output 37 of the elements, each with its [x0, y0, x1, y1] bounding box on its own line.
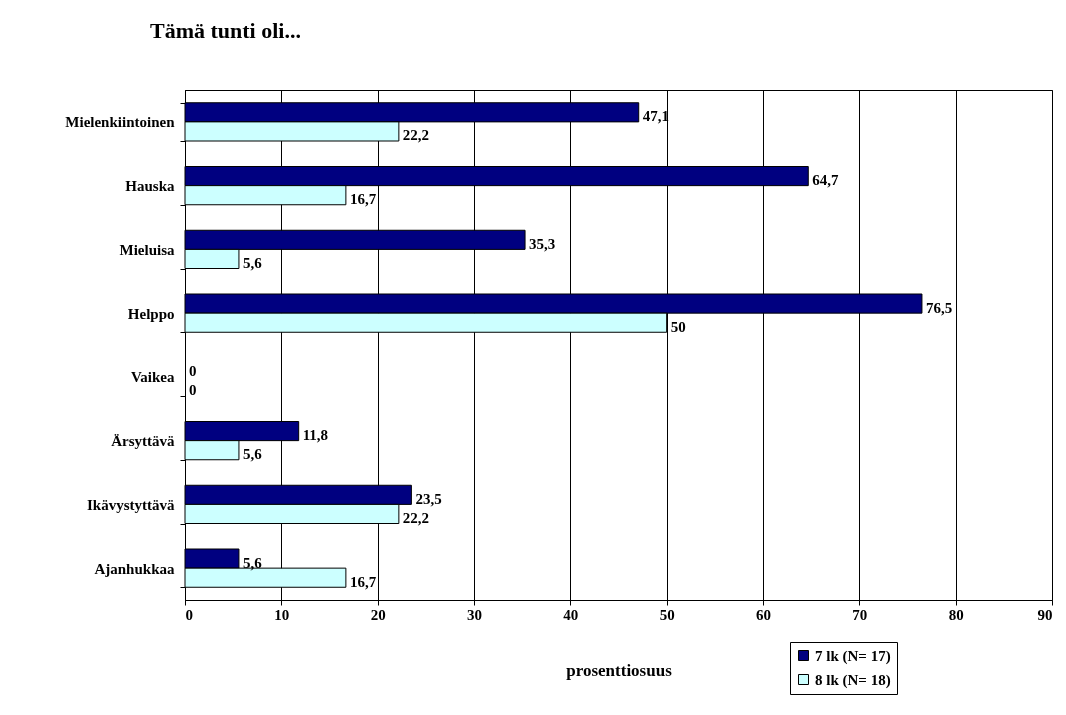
data-label: 35,3 [529, 235, 556, 252]
y-tick-label: Vaikea [130, 369, 175, 386]
data-label: 76,5 [925, 299, 953, 316]
data-label: 16,7 [349, 191, 377, 208]
data-label: 5,6 [242, 254, 263, 271]
y-tick-label: Hauska [125, 178, 175, 195]
y-tick-label: Ikävystyttävä [86, 496, 175, 513]
x-tick-label: 50 [659, 606, 675, 623]
data-label: 0 [189, 382, 197, 399]
data-label: 0 [189, 363, 197, 380]
data-label: 16,7 [349, 573, 377, 590]
x-axis-title: prosenttiosuus [566, 660, 673, 680]
x-tick-label: 10 [274, 606, 290, 623]
data-label: 64,7 [812, 172, 840, 189]
y-tick-label: Mielenkiintoinen [65, 114, 176, 131]
data-label: 11,8 [302, 427, 329, 444]
y-tick-label: Mieluisa [119, 241, 175, 258]
x-tick-label: 20 [370, 606, 386, 623]
data-label: 22,2 [402, 127, 430, 144]
data-label: 23,5 [415, 490, 442, 507]
y-tick-label: Ajanhukkaa [94, 560, 175, 577]
x-tick-label: 30 [467, 606, 482, 623]
legend-label: 8 lk (N= 18) [815, 671, 891, 689]
data-label: 5,6 [242, 446, 263, 463]
x-tick-label: 80 [948, 606, 964, 623]
data-label: 5,6 [242, 554, 263, 571]
x-tick-label: 40 [563, 606, 579, 623]
legend-label: 7 lk (N= 17) [815, 647, 891, 665]
x-tick-label: 60 [756, 606, 771, 623]
data-label: 50 [670, 318, 686, 335]
data-label: 22,2 [402, 509, 430, 526]
chart-title: Tämä tunti oli... [150, 18, 301, 43]
y-tick-label: Helppo [127, 305, 175, 322]
y-tick-label: Ärsyttävä [111, 433, 175, 450]
x-tick-label: 70 [852, 606, 868, 623]
x-tick-label: 90 [1037, 606, 1053, 623]
x-tick-label: 0 [185, 606, 193, 623]
